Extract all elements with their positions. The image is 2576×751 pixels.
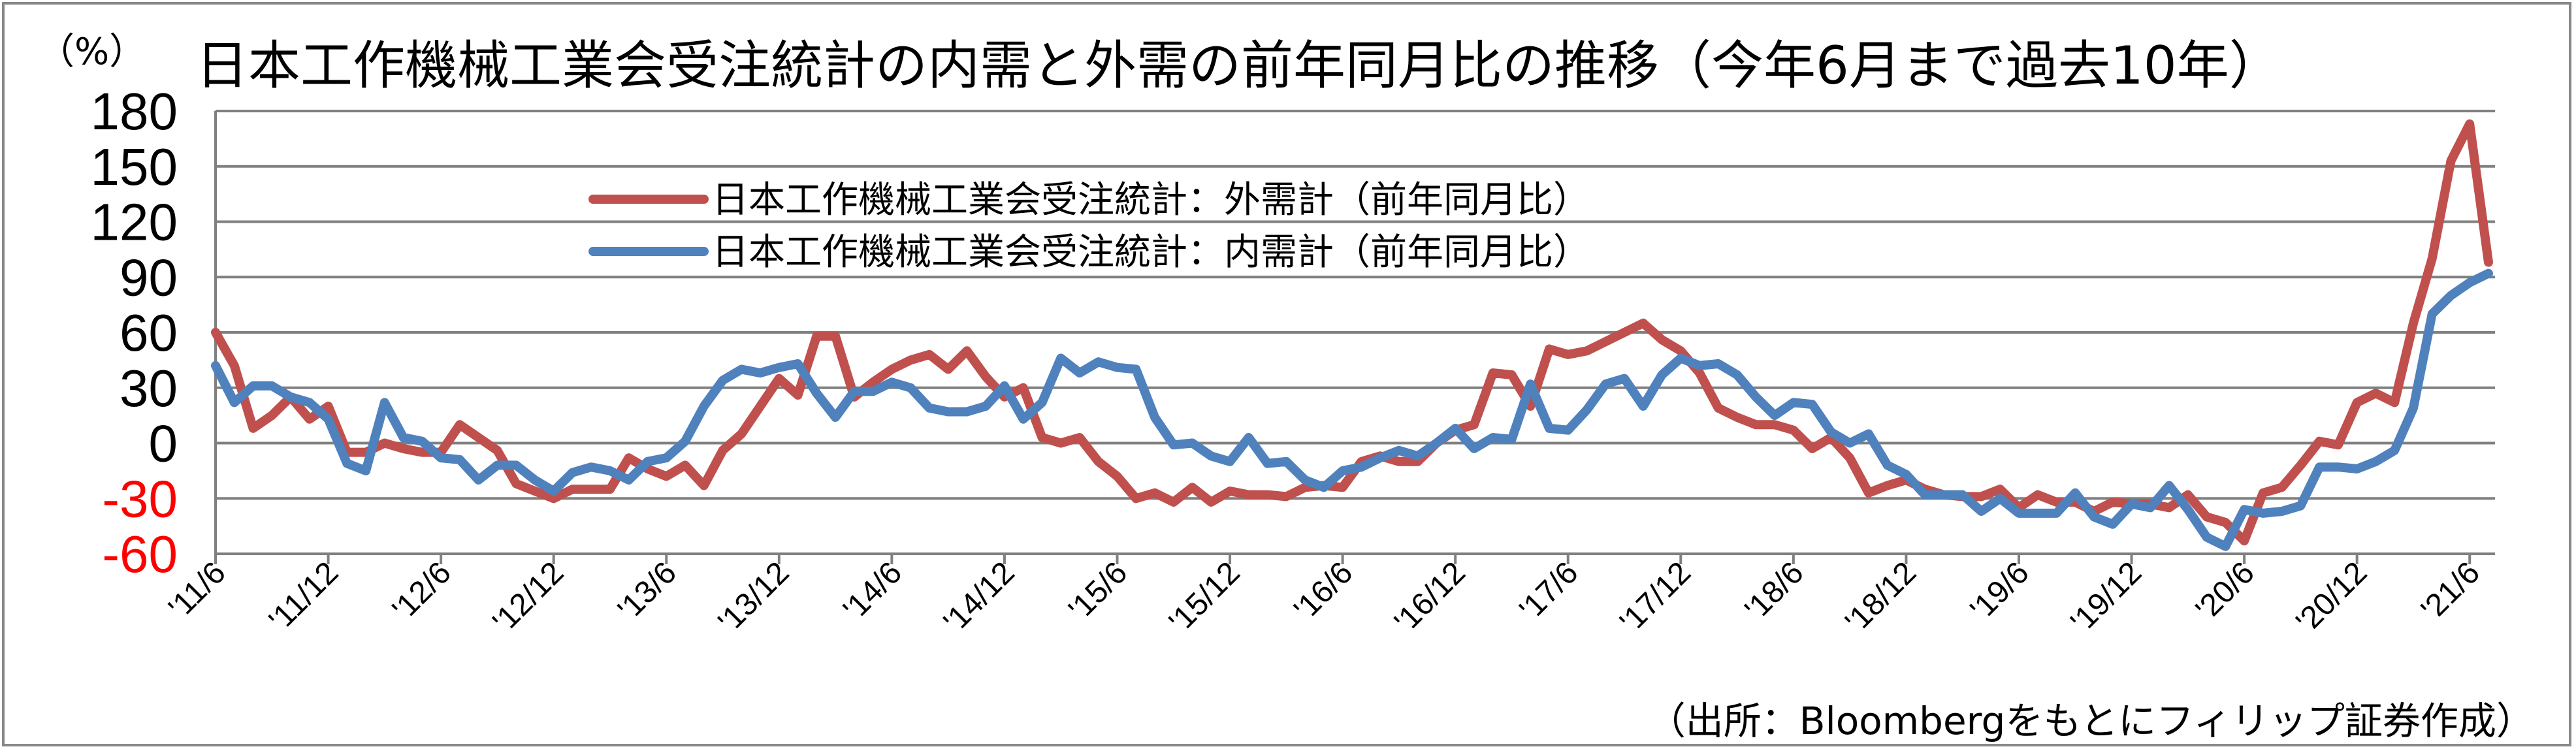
series-lines: [211, 119, 2493, 551]
x-tick-label: '13/6: [611, 555, 683, 627]
y-tick-label: -60: [102, 525, 178, 583]
legend-label: 日本工作機械工業会受注統計：内需計（前年同月比）: [712, 231, 1590, 274]
x-tick-label: '16/12: [1388, 555, 1472, 639]
x-axis-ticks: '11/6'11/12'12/6'12/12'13/6'13/12'14/6'1…: [162, 554, 2487, 639]
y-tick-label: 180: [91, 82, 178, 140]
x-tick-label: '18/12: [1839, 555, 1923, 639]
x-tick-label: '20/6: [2189, 555, 2261, 627]
x-tick-label: '19/12: [2064, 555, 2148, 639]
legend-label: 日本工作機械工業会受注統計：外需計（前年同月比）: [712, 179, 1590, 221]
x-tick-label: '14/12: [937, 555, 1022, 639]
x-tick-label: '12/6: [386, 555, 458, 627]
x-tick-label: '16/6: [1287, 555, 1359, 627]
x-tick-label: '12/12: [487, 555, 571, 639]
chart-title: 日本工作機械工業会受注統計の内需と外需の前年同月比の推移（今年6月まで過去10年…: [196, 35, 2281, 96]
x-tick-label: '21/6: [2415, 555, 2487, 627]
x-tick-label: '13/12: [712, 555, 796, 639]
x-tick-label: '19/6: [1964, 555, 2036, 627]
x-tick-label: '15/6: [1062, 555, 1134, 627]
series-line-domestic-demand: [211, 268, 2493, 551]
y-tick-label: 90: [120, 248, 178, 306]
x-tick-label: '17/6: [1513, 555, 1585, 627]
y-tick-label: -30: [102, 470, 178, 528]
y-unit-label: （%）: [38, 31, 146, 73]
x-tick-label: '14/6: [837, 555, 909, 627]
legend: 日本工作機械工業会受注統計：外需計（前年同月比） 日本工作機械工業会受注統計：内需…: [588, 179, 1590, 274]
x-tick-label: '20/12: [2290, 555, 2374, 639]
y-tick-label: 0: [149, 415, 178, 473]
x-tick-label: '15/12: [1163, 555, 1247, 639]
y-tick-label: 60: [120, 304, 178, 362]
series-line-external-demand: [211, 119, 2493, 546]
y-tick-label: 120: [91, 193, 178, 251]
y-tick-label: 30: [120, 359, 178, 417]
source-note: （出所：Bloombergをもとにフィリップ証券作成）: [1648, 699, 2534, 743]
x-tick-label: '11/12: [263, 555, 345, 637]
y-tick-label: 150: [91, 138, 178, 196]
x-tick-label: '18/6: [1739, 555, 1811, 627]
x-tick-label: '17/12: [1613, 555, 1698, 639]
